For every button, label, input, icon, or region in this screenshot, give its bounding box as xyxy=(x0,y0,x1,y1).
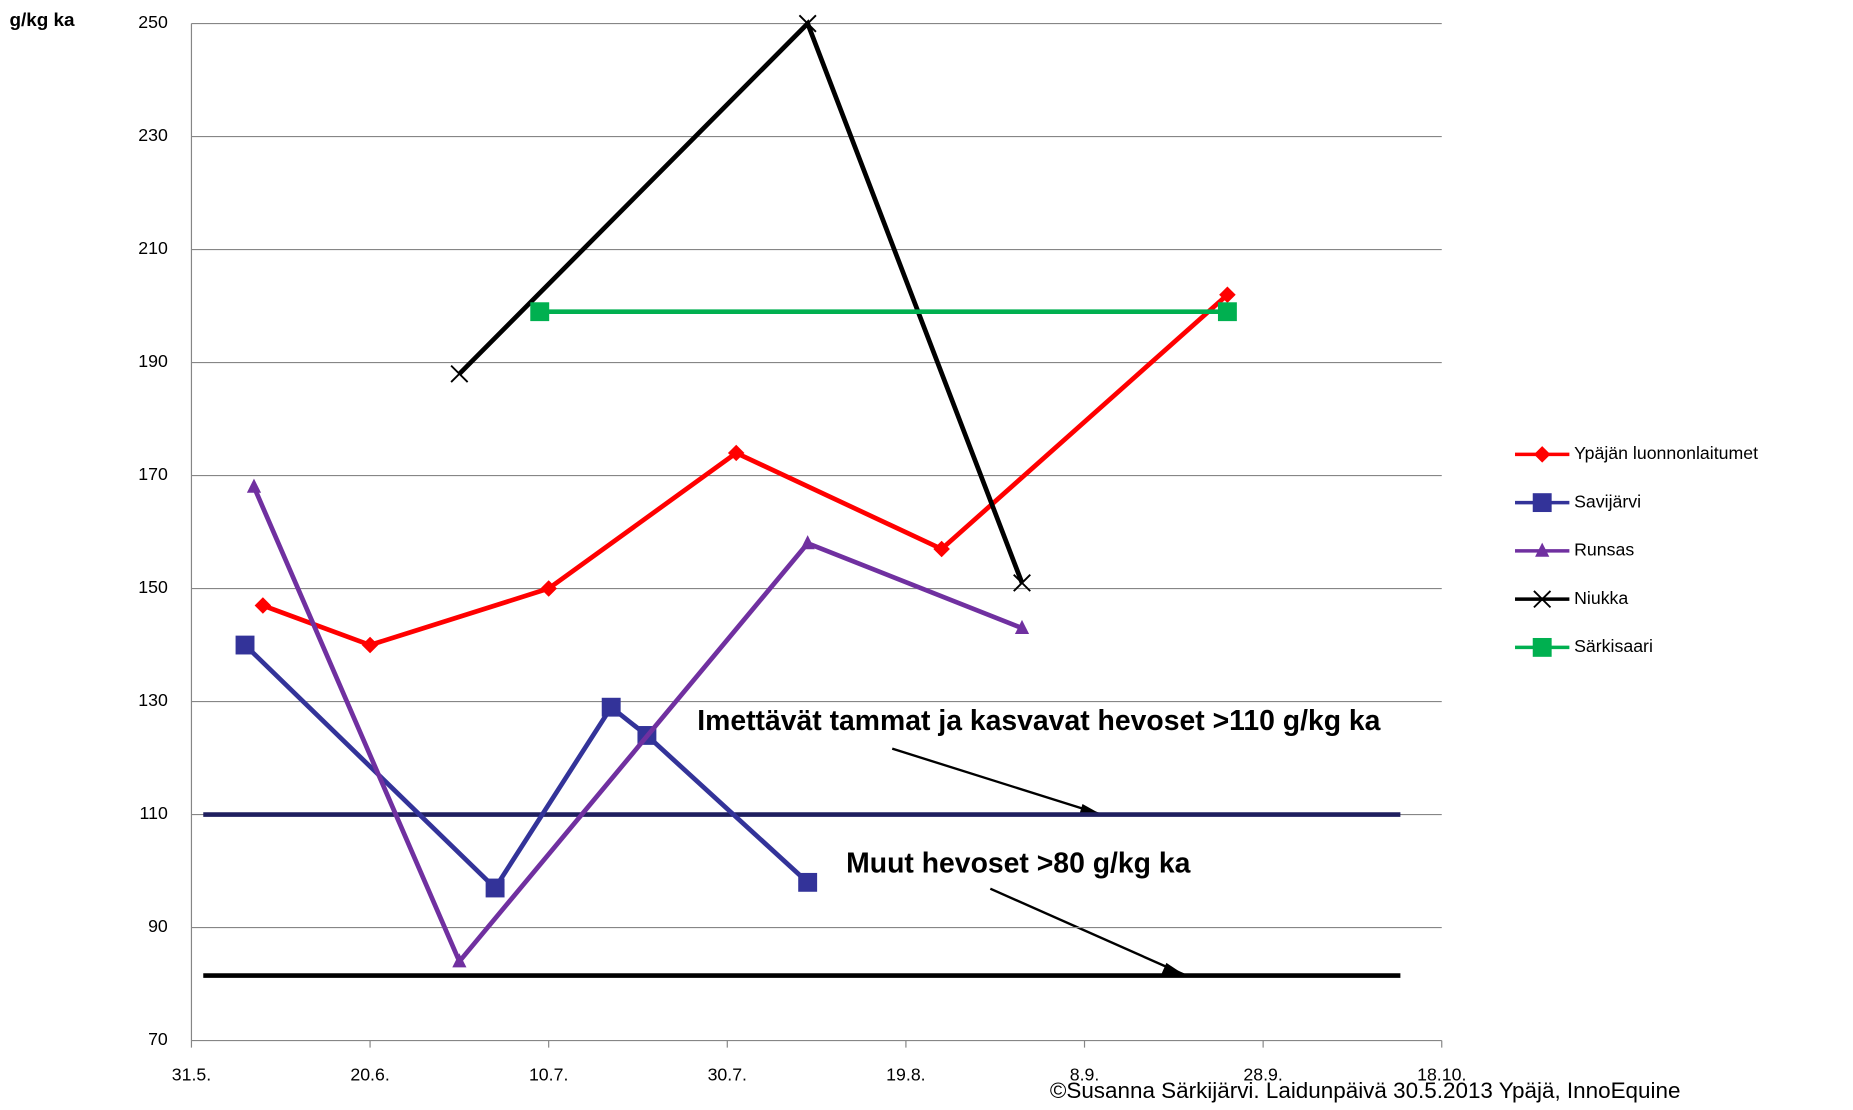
point xyxy=(1217,302,1237,322)
annotation: Imettävät tammat ja kasvavat hevoset >11… xyxy=(697,704,1380,736)
x-tick-label: 31.5. xyxy=(172,1065,211,1085)
point xyxy=(601,697,621,717)
legend-marker xyxy=(1533,590,1552,609)
legend-marker xyxy=(1532,493,1552,513)
y-tick-label: 70 xyxy=(148,1029,168,1049)
annotation-arrow xyxy=(989,887,1185,976)
series-line xyxy=(243,643,810,892)
point xyxy=(1014,619,1030,634)
point xyxy=(452,953,467,968)
x-tick-label: 20.6. xyxy=(350,1065,389,1085)
point xyxy=(1013,573,1031,592)
point xyxy=(530,302,550,322)
legend-label: Savijärvi xyxy=(1574,491,1641,511)
point xyxy=(235,635,255,655)
y-tick-label: 170 xyxy=(138,464,168,484)
x-tick-label: 10.7. xyxy=(529,1065,568,1085)
y-tick-label: 250 xyxy=(138,12,168,32)
y-tick-label: 210 xyxy=(138,238,168,258)
y-tick-label: 190 xyxy=(138,351,168,371)
series-line xyxy=(262,292,1229,648)
annotation-arrow xyxy=(891,747,1102,816)
point xyxy=(727,444,745,462)
y-tick-label: 130 xyxy=(138,690,168,710)
annotation: Muut hevoset >80 g/kg ka xyxy=(846,847,1191,879)
source: ©Susanna Särkijärvi. Laidunpäivä 30.5.20… xyxy=(1050,1078,1681,1103)
series-line xyxy=(251,485,1023,966)
y-tick-label: 150 xyxy=(138,577,168,597)
x-tick-label: 28.9. xyxy=(1243,1065,1282,1085)
point xyxy=(361,636,379,654)
legend-marker xyxy=(1533,446,1551,463)
legend-marker xyxy=(1532,637,1552,657)
point xyxy=(246,478,262,493)
point xyxy=(798,872,818,892)
point xyxy=(450,364,469,383)
legend-label: Särkisaari xyxy=(1574,636,1653,656)
arrow-head xyxy=(1161,962,1185,975)
x-tick-label: 18.10. xyxy=(1417,1065,1466,1085)
point xyxy=(254,597,272,614)
y-tick-label: 230 xyxy=(138,125,168,145)
legend-label: Runsas xyxy=(1574,540,1634,560)
legend-label: Niukka xyxy=(1574,588,1628,608)
y-axis-label: g/kg ka xyxy=(9,9,75,30)
point xyxy=(485,878,505,898)
point xyxy=(798,14,817,33)
x-tick-label: 8.9. xyxy=(1070,1065,1100,1085)
legend-marker xyxy=(1535,542,1550,557)
legend-label: Ypäjän luonnonlaitumet xyxy=(1574,443,1758,463)
x-tick-label: 30.7. xyxy=(708,1065,747,1085)
y-tick-label: 90 xyxy=(148,916,168,936)
x-tick-label: 19.8. xyxy=(886,1065,925,1085)
y-tick-label: 110 xyxy=(140,803,168,823)
point xyxy=(800,535,815,550)
